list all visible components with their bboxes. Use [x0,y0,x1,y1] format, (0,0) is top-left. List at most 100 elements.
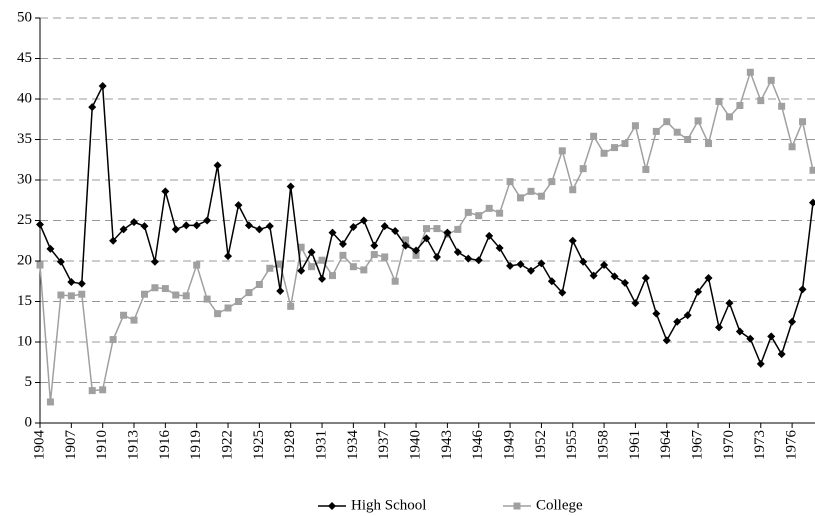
x-tick-label: 1913 [125,430,141,460]
x-tick-label: 1949 [502,430,518,460]
point [46,398,54,406]
point [255,280,263,288]
point [109,236,118,245]
y-tick-label: 40 [17,90,32,106]
x-tick-label: 1937 [376,430,392,461]
point [203,295,211,303]
x-tick-label: 1934 [345,430,361,461]
point [423,225,430,233]
point [558,147,566,155]
point [611,144,619,152]
point [214,310,222,318]
point [506,261,515,270]
series [36,68,815,406]
point [422,234,431,243]
x-tick-label: 1904 [31,430,47,461]
series [36,82,815,368]
y-tick-label: 0 [25,414,33,430]
point [516,260,525,269]
point [568,236,577,245]
legend-label: High School [351,497,426,513]
point [349,263,357,271]
point [788,317,797,326]
point [600,261,609,270]
y-tick-label: 35 [17,131,32,147]
y-tick-label: 30 [17,171,32,187]
point [725,113,733,121]
point [642,165,650,173]
point [652,127,660,135]
point [287,302,295,310]
point [684,136,692,143]
legend-item: College [503,497,583,513]
point [234,201,243,210]
point [474,256,483,265]
point [140,222,149,231]
point [464,208,472,216]
point [99,386,107,394]
point [349,222,358,231]
point [276,286,285,295]
y-tick-label: 5 [25,374,33,390]
legend-marker [513,502,521,510]
y-tick-label: 25 [17,212,32,228]
point [88,387,96,395]
point [537,259,546,268]
point [391,227,400,236]
point [318,274,327,283]
x-tick-label: 1967 [690,430,706,461]
x-tick-label: 1952 [533,430,549,460]
x-tick-label: 1973 [752,430,768,460]
y-tick-label: 10 [17,333,32,349]
point [526,266,535,275]
x-tick-label: 1925 [251,430,267,460]
point [193,261,201,269]
point [714,323,723,332]
point [767,76,775,84]
point [705,140,713,148]
point [307,248,316,257]
point [631,299,640,308]
point [809,198,815,207]
point [88,103,97,112]
point [443,228,452,237]
point [120,311,128,319]
point [756,359,765,368]
point [297,243,305,251]
point [485,231,494,240]
point [590,132,598,140]
point [777,350,786,359]
point [621,140,629,148]
point [171,225,180,234]
point [67,292,75,300]
point [67,278,76,287]
point [36,261,44,269]
point [558,288,567,297]
point [496,209,504,217]
legend-label: College [536,497,583,513]
point [161,285,169,293]
x-tick-label: 1928 [282,430,298,460]
point [694,117,702,125]
point [182,221,191,230]
point [757,97,765,105]
point [402,236,410,244]
point [746,68,754,76]
point [245,289,253,297]
point [338,239,347,248]
y-tick-label: 45 [17,50,32,66]
point [673,128,681,136]
point [506,178,514,186]
point [46,244,55,253]
x-tick-label: 1955 [564,430,580,460]
point [527,187,535,195]
point [151,284,159,292]
point [98,82,107,91]
x-tick-label: 1922 [219,430,235,460]
point [328,228,337,237]
point [318,256,326,264]
point [359,216,368,225]
x-tick-label: 1958 [596,430,612,460]
point [297,266,306,275]
point [370,251,378,259]
